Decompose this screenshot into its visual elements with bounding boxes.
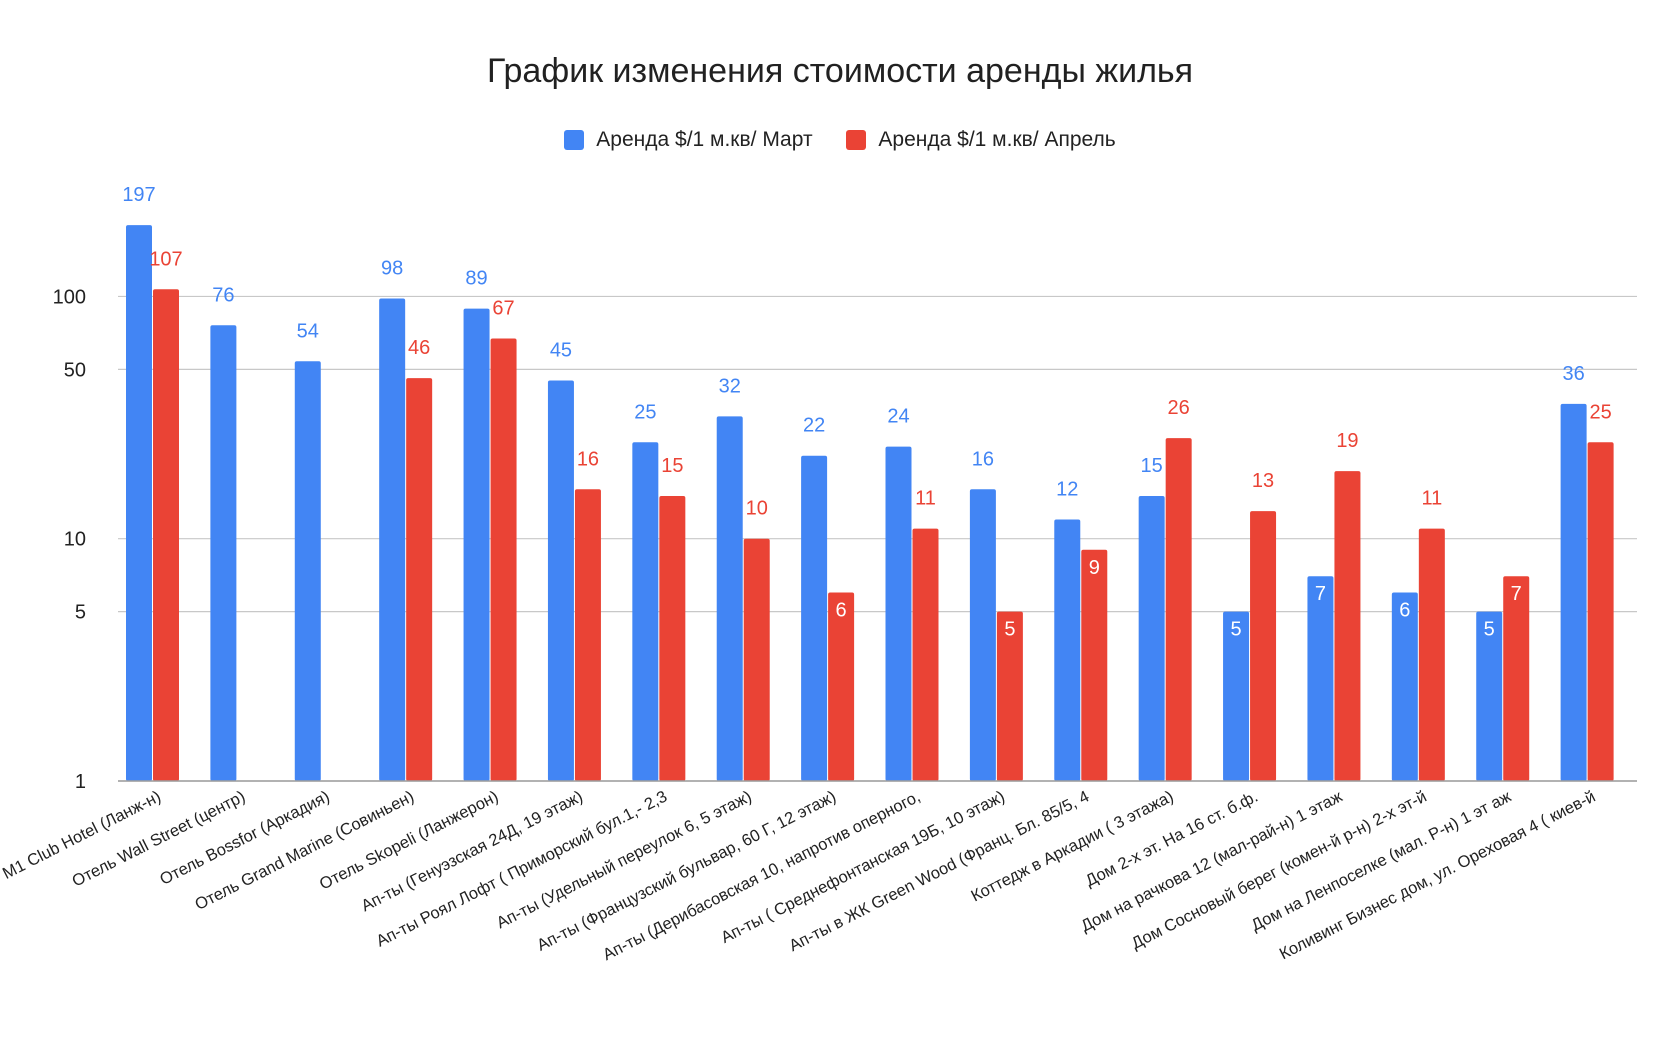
- data-label-march-8: 22: [803, 415, 825, 437]
- data-label-april-8: 6: [836, 599, 847, 621]
- bar-april-16: [1503, 576, 1530, 781]
- legend-item-march[interactable]: Аренда $/1 м.кв/ Март: [564, 128, 813, 152]
- data-label-april-3: 46: [408, 337, 430, 359]
- bar-march-17: [1560, 403, 1587, 781]
- bar-april-0: [153, 289, 179, 781]
- data-label-april-6: 15: [661, 455, 683, 477]
- bar-april-14: [1334, 471, 1361, 781]
- legend-item-april[interactable]: Аренда $/1 м.кв/ Апрель: [846, 128, 1116, 152]
- bar-april-17: [1587, 442, 1614, 781]
- data-label-april-7: 10: [746, 498, 768, 520]
- data-label-march-7: 32: [719, 375, 741, 397]
- bar-march-1: [210, 325, 237, 781]
- data-label-april-4: 67: [492, 298, 514, 320]
- bar-march-2: [294, 361, 321, 781]
- bar-march-16: [1476, 611, 1503, 781]
- bar-april-10: [996, 611, 1023, 781]
- bar-april-12: [1165, 438, 1192, 781]
- bar-march-7: [716, 416, 743, 781]
- data-label-march-6: 25: [634, 401, 656, 423]
- data-label-march-16: 5: [1484, 619, 1495, 641]
- data-label-march-4: 89: [465, 268, 487, 290]
- data-label-march-14: 7: [1315, 583, 1326, 605]
- legend-swatch-march: [564, 130, 585, 150]
- bar-march-13: [1223, 611, 1250, 781]
- bar-march-4: [463, 308, 490, 781]
- data-label-march-13: 5: [1230, 619, 1241, 641]
- data-label-march-2: 54: [297, 320, 319, 342]
- bar-april-15: [1418, 528, 1445, 781]
- chart-title: График изменения стоимости аренды жилья: [486, 52, 1194, 90]
- data-label-march-3: 98: [381, 258, 403, 280]
- data-label-april-12: 26: [1168, 397, 1190, 419]
- bar-april-9: [912, 528, 939, 781]
- data-label-april-14: 19: [1336, 430, 1358, 452]
- data-label-march-1: 76: [212, 284, 234, 306]
- bar-march-10: [969, 489, 996, 781]
- bar-april-7: [743, 538, 770, 781]
- y-tick-label-1: 1: [75, 771, 86, 793]
- data-label-march-15: 6: [1399, 599, 1410, 621]
- bar-march-6: [632, 442, 659, 781]
- x-tick-label-11: Ап-ты в ЖК Green Wood (Франц. Бл. 85/5, …: [786, 788, 1092, 956]
- data-label-march-10: 16: [972, 448, 994, 470]
- bar-march-12: [1138, 496, 1165, 781]
- data-label-april-9: 11: [915, 488, 936, 510]
- bar-april-3: [406, 378, 433, 781]
- bar-march-9: [885, 446, 912, 781]
- x-tick-label-8: Ап-ты (Французский бульвар, 60 Г, 12 эта…: [534, 788, 839, 955]
- data-label-april-13: 13: [1252, 470, 1274, 492]
- bar-march-3: [379, 298, 406, 781]
- data-label-march-0: 197: [122, 184, 155, 206]
- data-label-march-17: 36: [1562, 363, 1584, 385]
- data-label-april-17: 25: [1589, 401, 1611, 423]
- legend-label-april: Аренда $/1 м.кв/ Апрель: [878, 128, 1116, 151]
- bar-april-11: [1081, 549, 1108, 781]
- legend-label-march: Аренда $/1 м.кв/ Март: [596, 128, 813, 151]
- bar-april-5: [574, 489, 601, 781]
- data-label-april-5: 16: [577, 448, 599, 470]
- data-label-march-9: 24: [887, 406, 909, 428]
- data-label-april-11: 9: [1089, 557, 1100, 579]
- bar-march-8: [801, 455, 828, 781]
- data-label-april-16: 7: [1511, 583, 1522, 605]
- bar-march-5: [547, 380, 574, 781]
- data-label-march-5: 45: [550, 339, 572, 361]
- data-label-april-10: 5: [1004, 619, 1015, 641]
- y-tick-label-5: 5: [75, 602, 86, 624]
- legend-swatch-april: [846, 130, 867, 150]
- data-label-april-15: 11: [1421, 488, 1442, 510]
- bar-april-13: [1250, 511, 1277, 781]
- y-tick-label-10: 10: [64, 529, 86, 551]
- bar-march-15: [1391, 592, 1418, 781]
- y-tick-label-50: 50: [64, 359, 86, 381]
- bar-april-4: [490, 338, 517, 781]
- data-label-april-0: 107: [149, 248, 182, 270]
- bar-march-11: [1054, 519, 1081, 781]
- bar-april-6: [659, 496, 686, 781]
- y-tick-label-100: 100: [53, 286, 86, 308]
- data-label-march-12: 15: [1141, 455, 1163, 477]
- legend: Аренда $/1 м.кв/ Март Аренда $/1 м.кв/ А…: [0, 128, 1680, 156]
- data-label-march-11: 12: [1056, 479, 1078, 501]
- bar-march-14: [1307, 576, 1334, 781]
- bar-march-0: [126, 225, 152, 781]
- bar-april-8: [828, 592, 855, 781]
